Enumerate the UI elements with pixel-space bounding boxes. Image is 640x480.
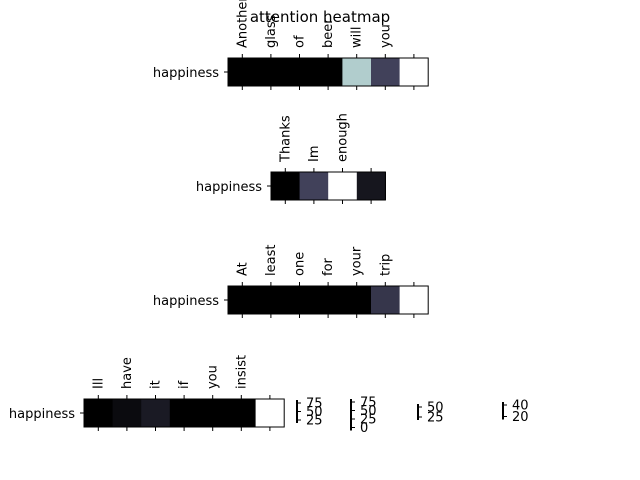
heatmap-cell [255, 399, 285, 427]
heatmap-cell [313, 58, 343, 86]
heatmap-panel-1: Another glass of beer will you happiness [153, 0, 429, 90]
heatmap-cell [198, 399, 228, 427]
colorbar-tick-label: 25 [427, 411, 444, 426]
heatmap-cell [256, 58, 286, 86]
heatmap-cell [228, 286, 258, 314]
heatmap-cell [399, 286, 429, 314]
token-label: glass [264, 14, 279, 48]
heatmap-panel-2: Thanks Im enough happiness [196, 113, 386, 204]
heatmap-cell [299, 172, 329, 200]
heatmap-cell [84, 399, 114, 427]
heatmap-panel-3: At least one for your trip happiness [153, 245, 429, 318]
heatmap-cell [371, 58, 401, 86]
heatmap-cell [256, 286, 286, 314]
token-label: you [378, 24, 393, 48]
heatmap-cell [141, 399, 171, 427]
colorbar-tick-label: 40 [512, 399, 529, 414]
token-label: if [177, 380, 192, 389]
heatmap-panels: Another glass of beer will youhappinessThanks… [9, 0, 429, 431]
token-label: one [293, 252, 308, 276]
colorbar-tick-label: 75 [306, 397, 323, 412]
heatmap-cell [342, 286, 372, 314]
token-label: beer [321, 18, 336, 48]
row-label: happiness [196, 180, 262, 195]
token-label: your [350, 246, 365, 276]
token-label: Im [307, 146, 322, 163]
token-label: trip [378, 254, 393, 276]
heatmap-cell [328, 172, 358, 200]
heatmap-cell [169, 399, 199, 427]
token-label: will [350, 27, 365, 48]
row-label: happiness [153, 294, 219, 309]
heatmap-cell [285, 286, 315, 314]
colorbar-tick-label: 50 [306, 405, 323, 420]
heatmap-cell [342, 58, 372, 86]
token-label: for [321, 257, 336, 276]
colorbar-tick-label: 25 [306, 414, 323, 429]
heatmap-cell [399, 58, 429, 86]
token-label: enough [336, 113, 351, 162]
heatmap-cell [228, 58, 258, 86]
colorbar-tick-label: 50 [360, 404, 377, 419]
token-label: it [149, 380, 164, 389]
colorbar-tick-label: 75 [360, 396, 377, 411]
token-label: you [206, 365, 221, 389]
row-label: happiness [153, 66, 219, 81]
row-label: happiness [9, 407, 75, 422]
heatmap-cell [112, 399, 142, 427]
token-label: Ill [91, 378, 106, 389]
heatmap-panel-4: Ill have it if you insist happiness [9, 355, 285, 431]
heatmap-cell [356, 172, 386, 200]
heatmap-cell [285, 58, 315, 86]
heatmap-cell [371, 286, 401, 314]
token-label: Another [235, 0, 250, 48]
colorbar-tick-label: 25 [360, 413, 377, 428]
token-label: At [235, 262, 250, 276]
chart-title: attention heatmap [250, 8, 390, 26]
token-label: least [264, 245, 279, 276]
token-label: insist [234, 355, 249, 389]
heatmap-cell [227, 399, 257, 427]
heatmap-cell [313, 286, 343, 314]
colorbar-tick-label: 50 [427, 401, 444, 416]
colorbar-tick-label: 0 [360, 421, 368, 436]
token-label: have [120, 357, 135, 389]
heatmap-cell [271, 172, 301, 200]
colorbar-tick-label: 20 [512, 410, 529, 425]
token-label: Thanks [278, 115, 293, 163]
token-label: of [293, 35, 308, 48]
